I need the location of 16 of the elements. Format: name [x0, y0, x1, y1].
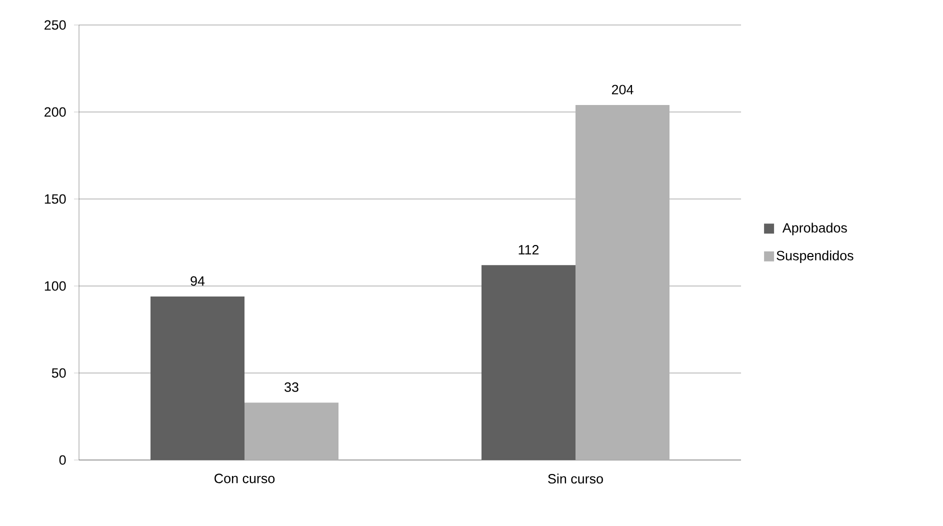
x-tick-label: Sin curso: [548, 474, 603, 484]
legend-label: Suspendidos: [776, 250, 854, 264]
y-tick-label: 50: [52, 368, 66, 378]
legend-label: Aprobados: [782, 222, 847, 236]
data-label: 204: [612, 84, 634, 94]
y-tick-label: 150: [44, 194, 66, 204]
data-label: 94: [190, 276, 205, 286]
bar: [244, 402, 339, 460]
y-tick-label: 250: [44, 20, 66, 30]
x-tick-label: Con curso: [214, 474, 275, 484]
bar: [576, 105, 670, 460]
y-tick-label: 200: [44, 107, 66, 117]
y-tick-label: 0: [59, 455, 66, 465]
data-label: 112: [518, 245, 539, 254]
data-label: 33: [284, 382, 298, 392]
y-tick-label: 100: [44, 281, 66, 291]
